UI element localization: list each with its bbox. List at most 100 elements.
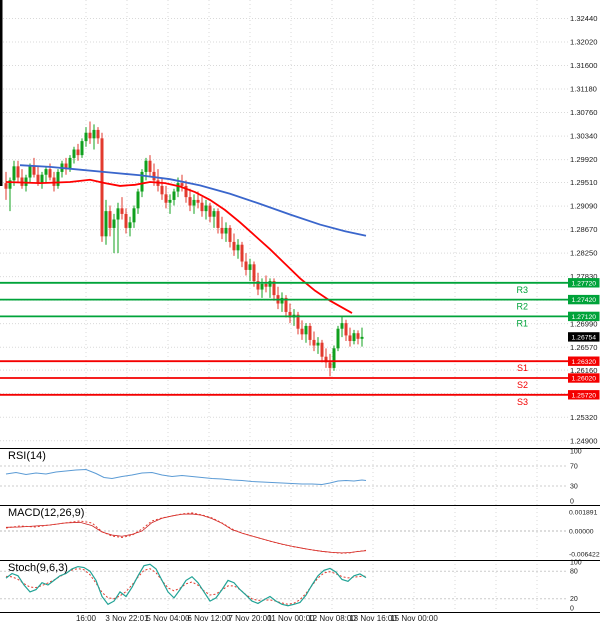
candle [116,202,120,254]
stoch-k-line [5,563,367,607]
candle [72,146,76,164]
candle [132,205,136,228]
svg-text:1.26020: 1.26020 [572,376,597,383]
candle [284,295,288,318]
candle [260,278,264,298]
macd-axis-label: 0.001891 [569,510,598,517]
candle [112,213,116,254]
time-axis-label: 11 Nov 00:00 [268,614,316,623]
candle [340,316,344,338]
price-badge-r3: 1.27720 [568,278,600,288]
candle [164,185,168,209]
candle [92,124,96,150]
candle [308,323,312,346]
rsi-line [5,468,367,486]
pivot-label-r2: R2 [516,302,528,312]
pivot-label-s1: S1 [517,363,528,373]
stoch-indicator-label: Stoch(9,6,3) [8,562,68,574]
candle [240,241,244,268]
price-axis-label: 1.25320 [570,413,597,422]
price-axis-label: 1.31180 [570,85,597,94]
price-axis-label: 1.29920 [570,155,597,164]
candle [236,239,240,259]
macd-indicator-label: MACD(12,26,9) [8,507,85,519]
candle [100,132,104,242]
candle [324,348,328,368]
candle [32,157,36,178]
stoch-axis-label: 20 [570,596,578,603]
candle [160,177,164,200]
pivot-label-s2: S2 [517,380,528,390]
candle [304,323,308,343]
candle [20,169,24,189]
time-axis-label: 5 Nov 04:00 [146,614,190,623]
candle [352,329,356,345]
rsi-axis-label: 70 [570,463,578,470]
candle [348,327,352,347]
rsi-axis-label: 100 [570,448,582,455]
rsi-axis-label: 0 [570,498,574,505]
price-axis-label: 1.28670 [570,225,597,234]
price-axis-label: 1.30340 [570,132,597,141]
pivot-levels: R3 R2 R1 S1 S2 S3 [0,281,568,407]
candle [312,331,316,352]
current-price-badge: 1.26754 [568,332,600,342]
pivot-label-r1: R1 [516,318,528,328]
svg-text:1.27120: 1.27120 [572,314,597,321]
candle [128,216,132,237]
price-axis-label: 1.26570 [570,343,597,352]
candle [136,188,140,214]
candle [328,353,332,377]
candle [4,171,8,200]
macd-axis-label: 0.00000 [569,529,594,536]
price-axis-label: 1.29510 [570,178,597,187]
candle [188,188,192,212]
pivot-label-s3: S3 [517,397,528,407]
price-axis-label: 1.24900 [570,436,597,445]
price-badge-r1: 1.27120 [568,311,600,322]
candle [192,194,196,214]
time-axis-label: 7 Nov 20:00 [228,614,272,623]
candle [80,138,84,158]
candle [248,258,252,282]
svg-text:1.25720: 1.25720 [572,392,597,399]
ma-red [5,178,353,314]
candle [276,286,280,310]
candle [184,180,188,203]
svg-text:1.27720: 1.27720 [572,280,597,287]
candle [28,163,32,184]
macd-axis-label: -0.006422 [569,552,600,559]
candle [200,197,204,217]
candle [64,157,68,175]
price-axis-label: 1.32440 [570,14,597,23]
candle [88,121,92,144]
candle [344,319,348,342]
candle [96,127,100,144]
time-axis: 16:00 3 Nov 22:015 Nov 04:006 Nov 12:007 … [76,614,438,623]
price-axis-label: 1.29090 [570,202,597,211]
candle [268,278,272,298]
stoch-axis-label: 100 [570,559,582,566]
time-axis-label: 15 Nov 00:00 [390,614,438,623]
candle [244,253,248,276]
candle [216,208,220,234]
candle [84,127,88,147]
svg-text:1.26320: 1.26320 [572,359,597,366]
price-badge-s3: 1.25720 [568,390,600,400]
candle [232,233,236,256]
price-axis-label: 1.28250 [570,249,597,258]
candle [180,174,184,192]
candle [280,292,284,312]
candle [320,339,324,363]
rsi-axis-label: 30 [570,483,578,490]
candle [292,309,296,326]
time-axis-label: 13 Nov 16:00 [349,614,397,623]
candle [60,160,64,178]
stoch-axis-label: 0 [570,605,574,612]
candle [332,345,336,371]
candle [356,330,360,345]
candle [212,208,216,228]
candle [360,327,364,347]
